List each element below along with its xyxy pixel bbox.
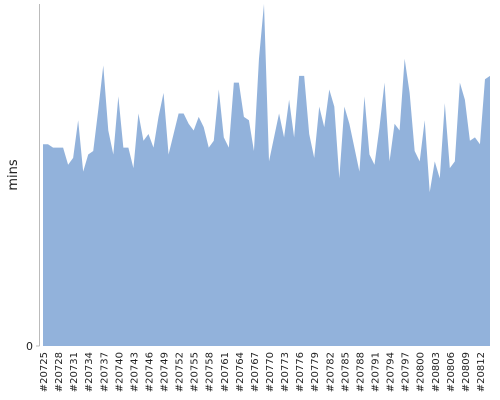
x-tick-label: #20788 [355, 352, 366, 392]
x-tick-label: #20743 [129, 352, 140, 392]
x-tick-label: #20752 [175, 352, 186, 392]
x-tick-label: #20812 [476, 352, 487, 392]
x-tick-label: #20794 [386, 352, 397, 392]
y-axis-label: mins [6, 159, 21, 191]
x-tick-label: #20785 [340, 352, 351, 392]
x-tick-label: #20806 [446, 352, 457, 392]
x-tick-label: #20761 [220, 352, 231, 392]
x-tick-label: #20797 [401, 352, 412, 392]
x-tick-label: #20725 [39, 352, 50, 392]
area [43, 4, 490, 346]
x-tick-label: #20737 [99, 352, 110, 392]
y-tick-label: 0 [26, 340, 33, 353]
x-tick-label: #20764 [235, 352, 246, 392]
x-tick-label: #20740 [114, 352, 125, 392]
x-tick-label: #20776 [295, 352, 306, 392]
x-tick-label: #20749 [160, 352, 171, 392]
x-tick-label: #20779 [310, 352, 321, 392]
x-tick-label: #20800 [416, 352, 427, 392]
x-tick-label: #20767 [250, 352, 261, 392]
x-tick-label: #20734 [84, 352, 95, 392]
x-tick-label: #20755 [190, 352, 201, 392]
x-tick-label: #20746 [144, 352, 155, 392]
x-tick-label: #20773 [280, 352, 291, 392]
x-tick-label: #20809 [461, 352, 472, 392]
x-tick-label: #20803 [431, 352, 442, 392]
x-tick-label: #20731 [69, 352, 80, 392]
x-tick-label: #20791 [370, 352, 381, 392]
x-tick-label: #20770 [265, 352, 276, 392]
x-tick-label: #20758 [205, 352, 216, 392]
x-tick-label: #20728 [54, 352, 65, 392]
x-tick-label: #20782 [325, 352, 336, 392]
